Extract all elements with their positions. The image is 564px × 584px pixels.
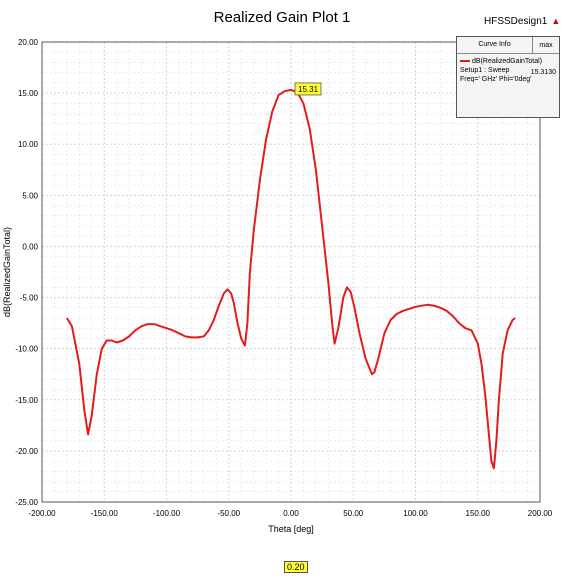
y-tick-label: 20.00 xyxy=(18,38,39,47)
legend-setup: Setup1 : Sweep xyxy=(460,67,510,74)
legend-max-value: 15.3130 xyxy=(530,69,556,76)
y-axis-label: dB(RealizedGainTotal) xyxy=(2,227,12,317)
x-tick-label: -150.00 xyxy=(91,509,119,518)
y-tick-label: 15.00 xyxy=(18,89,39,98)
y-tick-label: -10.00 xyxy=(15,345,38,354)
triangle-marker-icon: ▲ xyxy=(551,16,561,26)
x-tick-label: 50.00 xyxy=(343,509,364,518)
x-marker-label[interactable]: 0.20 xyxy=(284,561,308,573)
series-swatch xyxy=(460,60,470,63)
y-tick-label: -25.00 xyxy=(15,498,38,507)
legend-series-name: dB(RealizedGainTotal) xyxy=(472,58,543,65)
x-tick-label: 0.00 xyxy=(283,509,299,518)
x-tick-labels: -200.00 -150.00 -100.00 -50.00 0.00 50.00 100.… xyxy=(28,509,552,518)
y-tick-label: -20.00 xyxy=(15,447,38,456)
y-tick-labels: 20.00 15.00 10.00 5.00 0.00 -5.00 -10.00 -15.00… xyxy=(15,38,38,507)
design-name: HFSSDesign1 ▲ xyxy=(484,16,560,27)
peak-marker[interactable]: 15.31 xyxy=(294,82,322,96)
legend-box[interactable]: Curve Info max dB(RealizedGainTotal) Set… xyxy=(456,36,560,118)
legend-params: Freq=' GHz' Phi='0deg' xyxy=(460,76,532,83)
y-tick-label: 5.00 xyxy=(22,191,38,200)
y-tick-label: -15.00 xyxy=(15,396,38,405)
x-tick-label: 100.00 xyxy=(403,509,428,518)
y-tick-label: 10.00 xyxy=(18,140,39,149)
x-tick-label: -200.00 xyxy=(28,509,56,518)
peak-marker-box[interactable] xyxy=(294,82,322,96)
legend-row[interactable]: dB(RealizedGainTotal) Setup1 : Sweep Fre… xyxy=(457,54,559,84)
y-tick-label: -5.00 xyxy=(20,294,39,303)
x-axis-label: Theta [deg] xyxy=(268,524,314,534)
x-tick-label: -100.00 xyxy=(153,509,181,518)
chart-title: Realized Gain Plot 1 xyxy=(213,9,351,26)
x-tick-label: -50.00 xyxy=(217,509,240,518)
peak-marker-label: 15.31 xyxy=(298,85,319,94)
x-tick-label: 200.00 xyxy=(528,509,553,518)
plot-border xyxy=(41,41,541,503)
legend-col-curve-info: Curve Info xyxy=(457,37,533,53)
x-tick-label: 150.00 xyxy=(466,509,491,518)
legend-series-line: dB(RealizedGainTotal) xyxy=(460,57,556,66)
y-tick-label: 0.00 xyxy=(22,242,38,251)
legend-col-max: max xyxy=(539,41,553,49)
legend-header: Curve Info max xyxy=(457,37,559,54)
design-name-text: HFSSDesign1 xyxy=(484,16,548,27)
